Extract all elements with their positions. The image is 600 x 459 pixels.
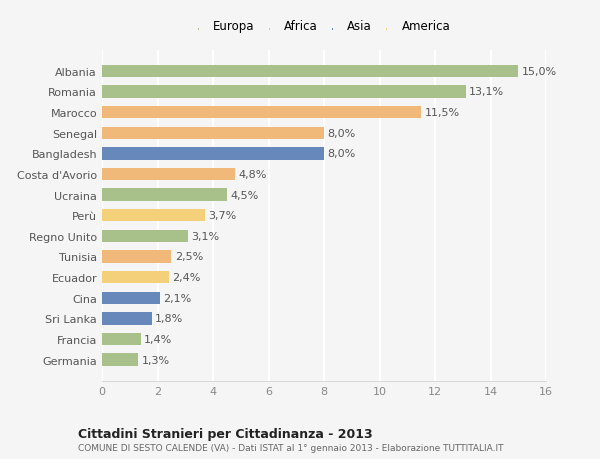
- Text: Cittadini Stranieri per Cittadinanza - 2013: Cittadini Stranieri per Cittadinanza - 2…: [78, 427, 373, 440]
- Text: 1,8%: 1,8%: [155, 313, 184, 324]
- Text: 13,1%: 13,1%: [469, 87, 504, 97]
- Bar: [102, 251, 172, 263]
- Bar: [102, 292, 160, 304]
- Bar: [102, 168, 235, 181]
- Text: COMUNE DI SESTO CALENDE (VA) - Dati ISTAT al 1° gennaio 2013 - Elaborazione TUTT: COMUNE DI SESTO CALENDE (VA) - Dati ISTA…: [78, 443, 503, 452]
- Bar: [102, 127, 324, 140]
- Text: 1,3%: 1,3%: [142, 355, 170, 365]
- Text: 8,0%: 8,0%: [328, 129, 356, 139]
- Bar: [102, 271, 169, 284]
- Text: 15,0%: 15,0%: [521, 67, 557, 77]
- Bar: [102, 66, 518, 78]
- Text: 4,5%: 4,5%: [230, 190, 259, 200]
- Bar: [102, 333, 141, 345]
- Legend: Europa, Africa, Asia, America: Europa, Africa, Asia, America: [194, 17, 454, 37]
- Bar: [102, 106, 421, 119]
- Bar: [102, 86, 466, 98]
- Text: 3,7%: 3,7%: [208, 211, 236, 221]
- Bar: [102, 189, 227, 202]
- Text: 4,8%: 4,8%: [239, 169, 267, 179]
- Text: 2,4%: 2,4%: [172, 273, 200, 282]
- Text: 2,1%: 2,1%: [164, 293, 192, 303]
- Text: 8,0%: 8,0%: [328, 149, 356, 159]
- Bar: [102, 230, 188, 242]
- Text: 3,1%: 3,1%: [191, 231, 220, 241]
- Bar: [102, 353, 138, 366]
- Text: 2,5%: 2,5%: [175, 252, 203, 262]
- Bar: [102, 210, 205, 222]
- Text: 11,5%: 11,5%: [424, 108, 460, 118]
- Bar: [102, 313, 152, 325]
- Text: 1,4%: 1,4%: [144, 334, 172, 344]
- Bar: [102, 148, 324, 160]
